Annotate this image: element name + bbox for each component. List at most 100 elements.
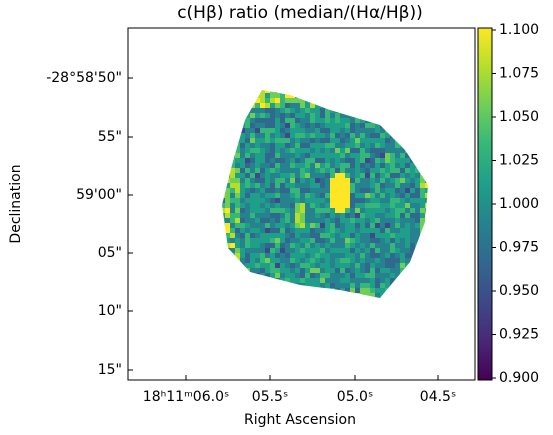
image-pixel (270, 148, 275, 153)
image-pixel (380, 243, 385, 248)
image-pixel (295, 93, 300, 98)
image-pixel (235, 288, 240, 293)
image-pixel (310, 298, 315, 303)
image-pixel (255, 123, 260, 128)
image-pixel (245, 98, 250, 103)
image-pixel (405, 188, 410, 193)
image-pixel (265, 238, 270, 243)
image-pixel (305, 203, 310, 208)
image-pixel (365, 153, 370, 158)
image-pixel (260, 263, 265, 268)
image-pixel (285, 198, 290, 203)
image-pixel (255, 258, 260, 263)
image-pixel (255, 288, 260, 293)
image-pixel (325, 118, 330, 123)
image-pixel (365, 233, 370, 238)
image-pixel (350, 238, 355, 243)
image-pixel (375, 178, 380, 183)
image-pixel (425, 228, 428, 233)
image-pixel (370, 158, 375, 163)
image-pixel (255, 203, 260, 208)
image-pixel (270, 108, 275, 113)
image-pixel (285, 263, 290, 268)
image-pixel (240, 278, 245, 283)
image-pixel (295, 98, 300, 103)
image-pixel (335, 193, 340, 198)
x-tick-label: 05.0ˢ (337, 389, 373, 405)
image-pixel (255, 118, 260, 123)
image-pixel (355, 168, 360, 173)
image-pixel (390, 258, 395, 263)
image-pixel (225, 283, 230, 288)
image-pixel (375, 238, 380, 243)
x-tick-label: 18ʰ11ᵐ06.0ˢ (143, 389, 229, 405)
image-pixel (380, 223, 385, 228)
image-pixel (245, 298, 250, 303)
image-pixel (305, 263, 310, 268)
image-pixel (315, 123, 320, 128)
image-pixel (385, 258, 390, 263)
image-pixel (225, 148, 230, 153)
image-pixel (345, 263, 350, 268)
image-pixel (390, 283, 395, 288)
image-pixel (325, 90, 330, 93)
image-pixel (360, 278, 365, 283)
image-pixel (375, 278, 380, 283)
image-pixel (355, 233, 360, 238)
image-pixel (280, 90, 285, 93)
image-pixel (335, 223, 340, 228)
image-pixel (290, 178, 295, 183)
image-pixel (230, 118, 235, 123)
image-pixel (315, 178, 320, 183)
image-pixel (330, 158, 335, 163)
image-pixel (415, 183, 420, 188)
image-pixel (405, 293, 410, 298)
image-pixel (350, 153, 355, 158)
image-pixel (410, 178, 415, 183)
image-pixel (365, 178, 370, 183)
image-pixel (225, 158, 230, 163)
image-pixel (305, 198, 310, 203)
image-pixel (410, 123, 415, 128)
image-pixel (255, 98, 260, 103)
image-pixel (410, 228, 415, 233)
image-pixel (335, 133, 340, 138)
image-pixel (222, 233, 225, 238)
image-pixel (340, 198, 345, 203)
image-pixel (370, 173, 375, 178)
image-pixel (225, 90, 230, 93)
image-pixel (325, 243, 330, 248)
image-pixel (420, 228, 425, 233)
image-pixel (400, 283, 405, 288)
image-pixel (370, 143, 375, 148)
image-pixel (375, 98, 380, 103)
image-pixel (325, 158, 330, 163)
image-pixel (280, 218, 285, 223)
image-pixel (410, 263, 415, 268)
image-pixel (275, 288, 280, 293)
image-pixel (310, 158, 315, 163)
image-pixel (245, 188, 250, 193)
image-pixel (245, 203, 250, 208)
image-pixel (375, 183, 380, 188)
image-pixel (235, 243, 240, 248)
image-pixel (420, 90, 425, 93)
image-pixel (385, 128, 390, 133)
image-pixel (360, 283, 365, 288)
image-pixel (305, 278, 310, 283)
image-pixel (275, 143, 280, 148)
image-pixel (275, 198, 280, 203)
image-pixel (235, 228, 240, 233)
image-pixel (280, 288, 285, 293)
image-pixel (415, 103, 420, 108)
image-pixel (275, 263, 280, 268)
image-pixel (250, 193, 255, 198)
image-pixel (335, 233, 340, 238)
image-pixel (285, 203, 290, 208)
image-pixel (250, 218, 255, 223)
image-pixel (225, 188, 230, 193)
image-pixel (340, 253, 345, 258)
image-pixel (275, 283, 280, 288)
image-pixel (225, 173, 230, 178)
image-pixel (265, 193, 270, 198)
